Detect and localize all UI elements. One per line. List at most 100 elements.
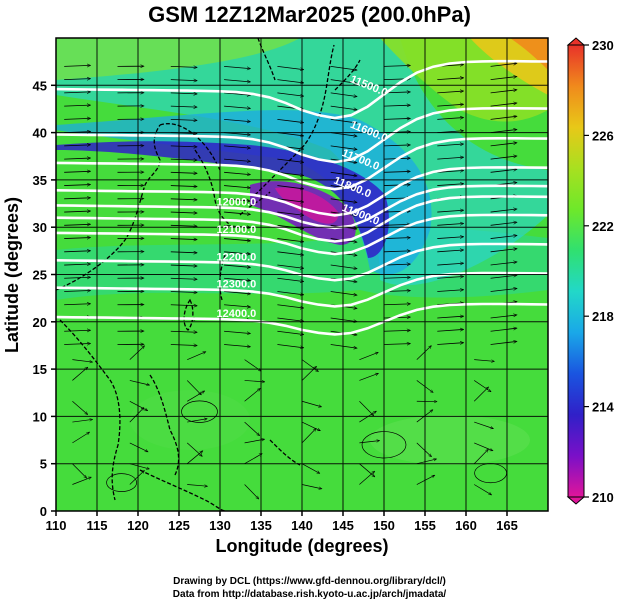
wind-arrow (129, 471, 144, 485)
wind-arrow (490, 116, 517, 120)
wind-arrow (383, 185, 410, 186)
wind-arrow (330, 264, 357, 269)
y-tick-label: 45 (33, 78, 47, 93)
wind-arrow (129, 408, 144, 423)
wind-arrow (224, 92, 250, 95)
wind-arrow (129, 400, 148, 410)
wind-arrow (277, 264, 303, 268)
wind-arrow (64, 158, 90, 159)
wind-arrow (224, 211, 250, 214)
wind-arrow (383, 105, 410, 106)
wind-arrow (277, 185, 303, 189)
wind-arrow (224, 330, 250, 333)
colorbar: 230 226 222 218 214 210 (566, 37, 614, 505)
wind-arrow (277, 317, 303, 321)
x-tick-label: 125 (168, 518, 190, 533)
wind-arrow (277, 291, 303, 295)
wind-arrow (437, 329, 463, 332)
wind-arrow (330, 145, 357, 150)
y-tick-label: 10 (33, 409, 47, 424)
credit-data-source: Data from http://database.rish.kyoto-u.a… (172, 589, 447, 600)
wind-arrow (224, 304, 250, 307)
wind-arrow (437, 250, 463, 253)
y-tick-label: 35 (33, 173, 47, 188)
wind-arrow (383, 330, 410, 331)
x-tick-label: 160 (455, 518, 477, 533)
wind-arrow (301, 400, 321, 407)
wind-arrow (170, 146, 197, 147)
wind-arrow (224, 145, 250, 148)
wind-arrow (129, 442, 148, 452)
wind-arrow (277, 171, 303, 175)
wind-arrow (186, 451, 202, 464)
wind-arrow (186, 380, 201, 394)
wind-arrow (224, 185, 250, 188)
wind-arrow (383, 118, 410, 119)
wind-arrow (224, 277, 250, 280)
wind-arrow (359, 401, 373, 415)
wind-arrow (224, 251, 250, 254)
wind-arrow (170, 265, 197, 266)
wind-arrow (64, 145, 90, 146)
wind-arrow (490, 90, 517, 94)
x-tick-label: 155 (414, 518, 436, 533)
wind-arrow (64, 171, 90, 172)
wind-arrow (437, 276, 463, 279)
wind-arrow (437, 118, 463, 120)
wind-arrow (224, 171, 250, 174)
wind-arrow (72, 359, 92, 362)
wind-arrow (224, 198, 250, 201)
wind-arrow (129, 463, 149, 469)
wind-arrow (490, 235, 517, 239)
wind-arrow (490, 156, 517, 160)
wind-arrow (490, 262, 517, 266)
wind-arrow (416, 459, 436, 465)
wind-arrow (64, 330, 90, 331)
wind-arrow (490, 249, 517, 253)
wind-arrow (330, 344, 357, 349)
wind-eddy (181, 400, 218, 423)
y-axis-label: Latitude (degrees) (2, 197, 22, 353)
wind-arrow (277, 65, 303, 69)
x-tick-label: 115 (87, 518, 108, 533)
wind-arrow (187, 484, 207, 487)
wind-arrow (437, 237, 463, 239)
coastline-china (56, 124, 161, 291)
coastline-sakhalin (257, 38, 276, 81)
wind-arrow (474, 421, 493, 428)
colorbar-tick-label: 222 (592, 219, 614, 234)
wind-arrow (490, 169, 517, 173)
wind-arrow (64, 105, 90, 106)
wind-arrow (72, 400, 87, 414)
wind-arrow (437, 210, 463, 213)
wind-eddy (106, 473, 137, 492)
x-tick-label: 140 (291, 518, 313, 533)
wind-arrow (490, 275, 517, 279)
coastline-philippines (149, 374, 180, 476)
wind-arrow (277, 132, 303, 136)
wind-arrow (474, 359, 494, 362)
y-tick-label: 40 (33, 126, 47, 141)
wind-arrow (244, 389, 260, 402)
wind-arrow (437, 223, 463, 226)
wind-arrow (437, 104, 463, 107)
wind-arrow (277, 344, 303, 348)
wind-arrow (383, 238, 410, 239)
wind-arrow (64, 185, 90, 186)
wind-arrow (244, 454, 262, 465)
wind-arrow (359, 463, 374, 477)
wind-arrow (330, 65, 357, 70)
wind-arrow (170, 252, 197, 253)
contour-label: 12000.0 (217, 196, 257, 208)
coastline-taiwan (183, 298, 194, 331)
wind-arrow (416, 346, 431, 360)
coastline-korea-north (159, 123, 221, 171)
coastline-ryukyu (219, 254, 226, 301)
wind-arrow (224, 105, 250, 108)
wind-arrow (437, 263, 463, 266)
chart-title: GSM 12Z12Mar2025 (200.0hPa) (148, 2, 471, 27)
wind-arrow (437, 171, 463, 173)
wind-arrow (170, 239, 197, 240)
wind-arrow (170, 212, 197, 213)
